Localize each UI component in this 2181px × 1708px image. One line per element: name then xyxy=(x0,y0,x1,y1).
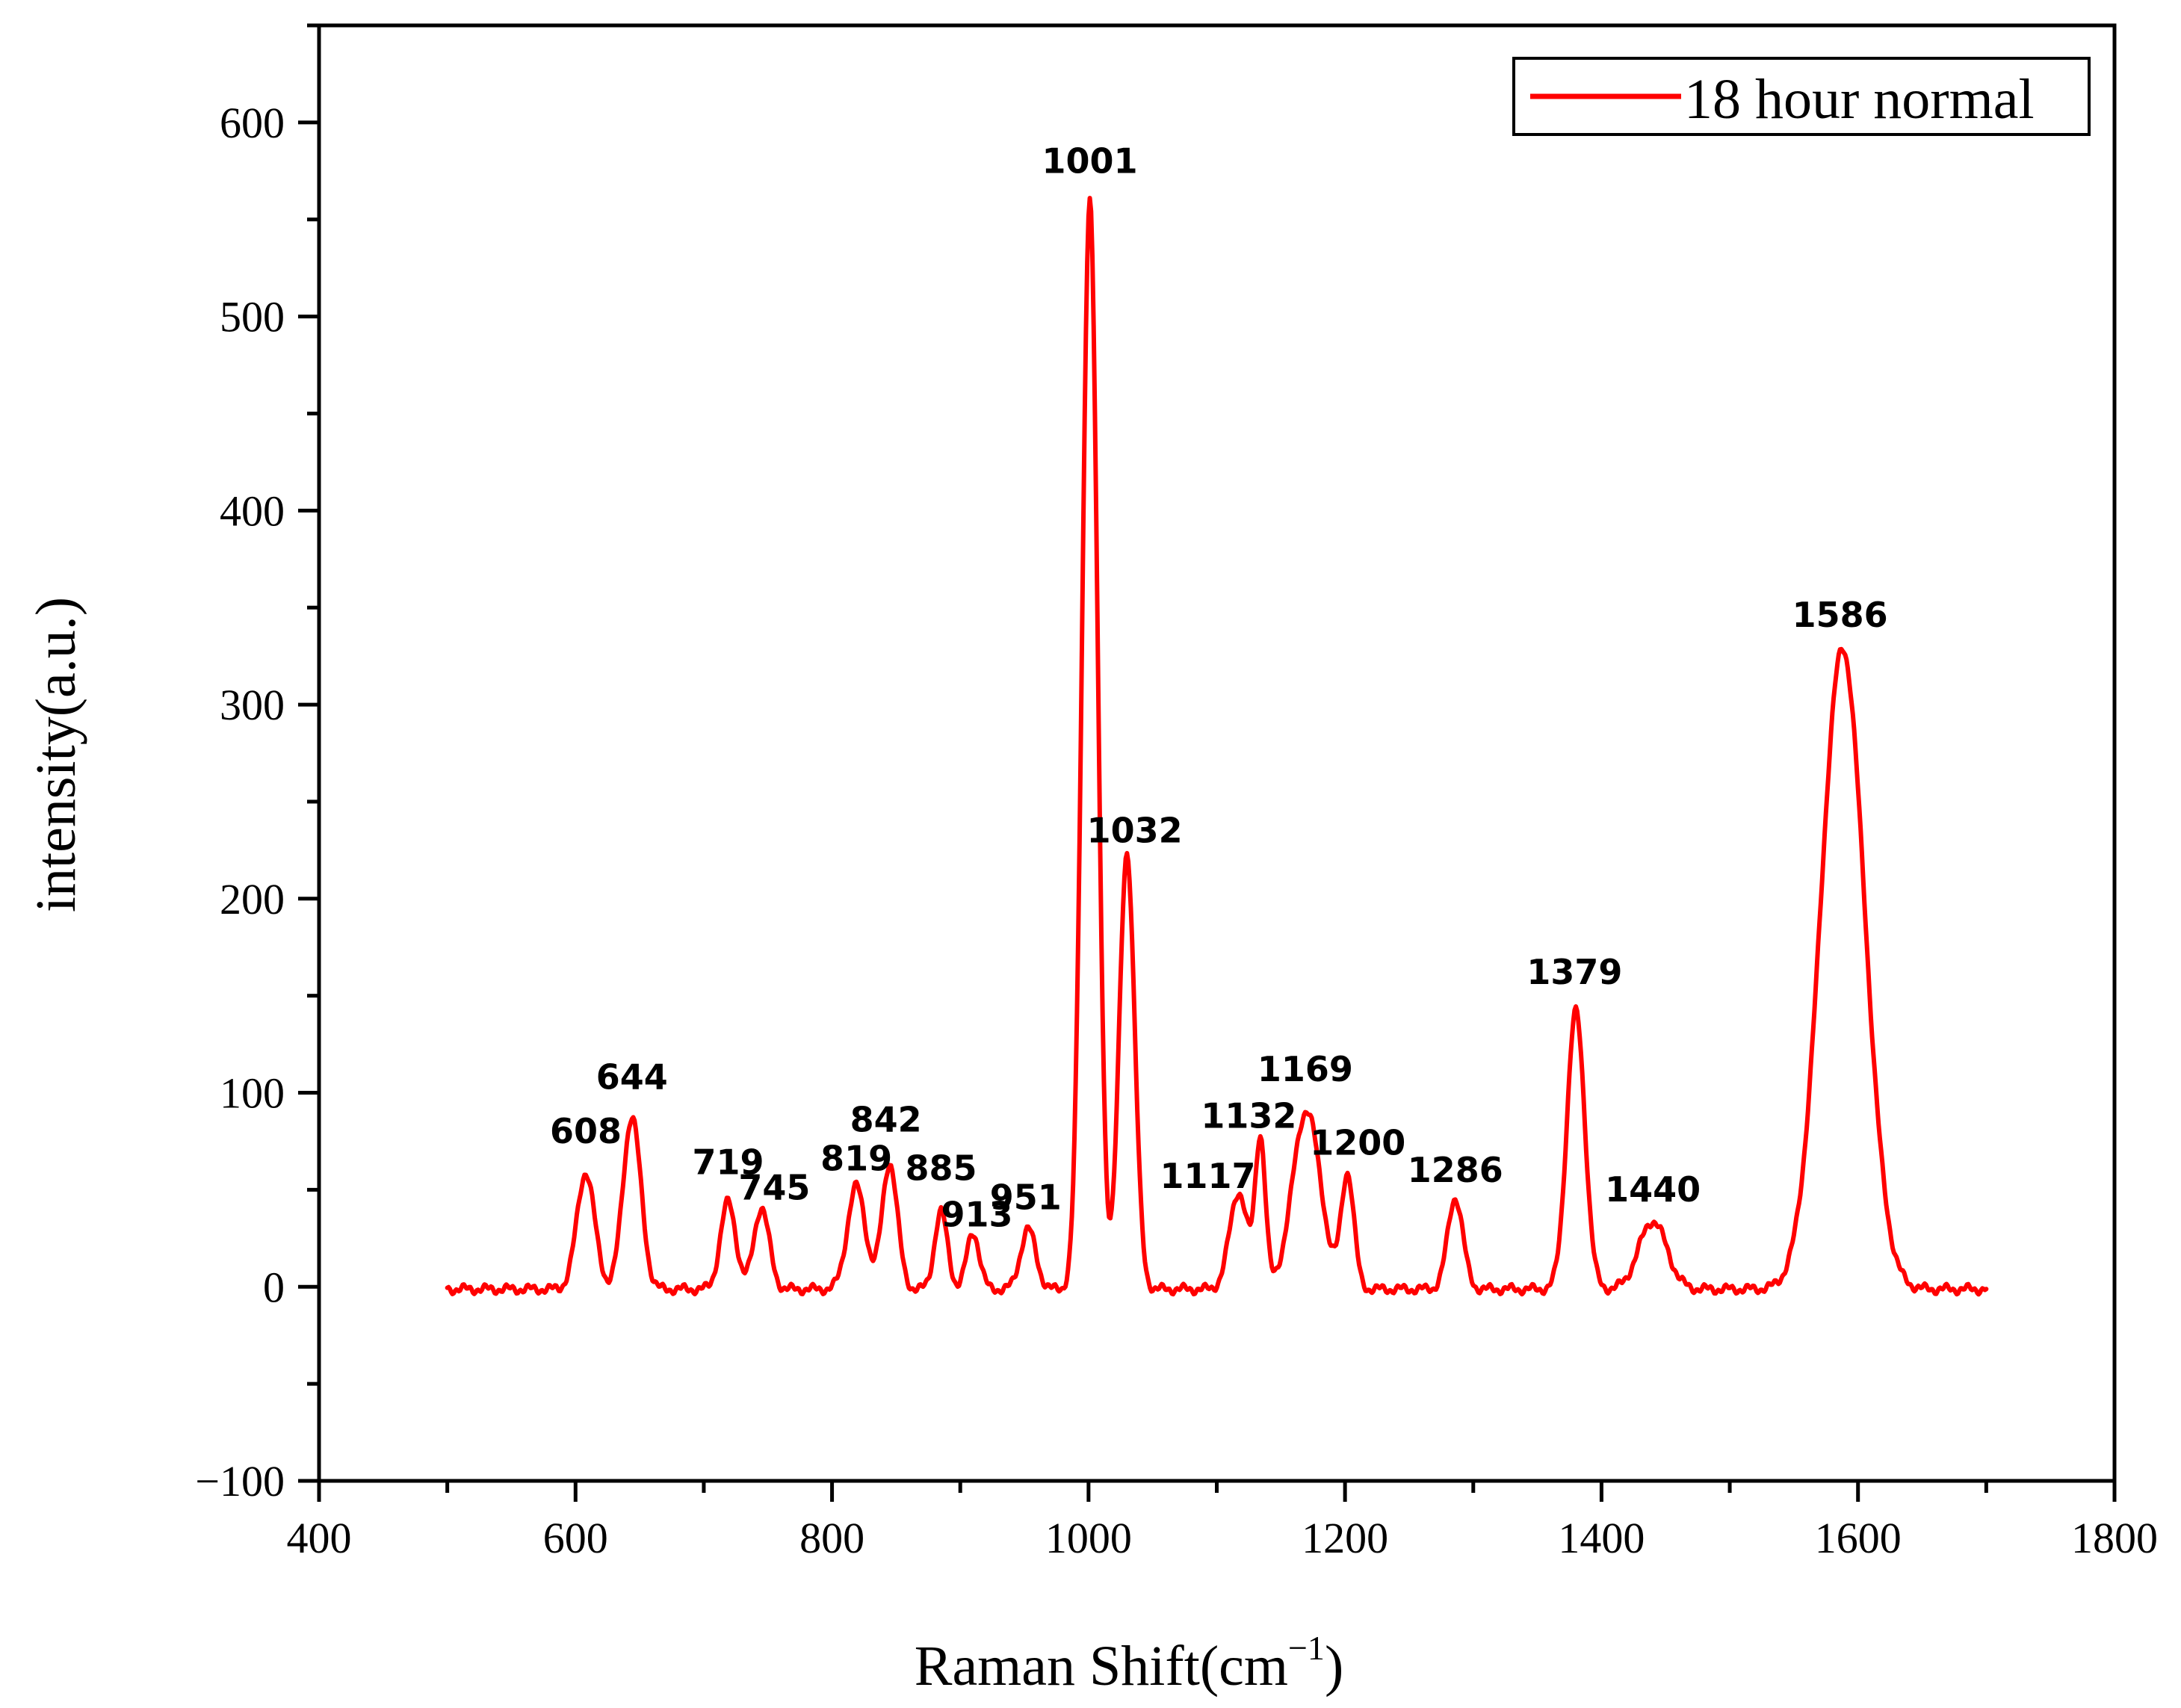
peak-label: 951 xyxy=(990,1177,1062,1217)
plot-frame xyxy=(317,23,2117,1483)
y-tick-label: −100 xyxy=(195,1457,285,1506)
y-tick-label: 100 xyxy=(220,1069,285,1118)
y-tick-label: 200 xyxy=(220,875,285,923)
y-tick-label: 300 xyxy=(220,681,285,729)
peak-label: 1440 xyxy=(1605,1169,1701,1210)
peak-label: 745 xyxy=(738,1167,810,1207)
peak-label: 842 xyxy=(850,1099,922,1139)
axis-ticks: 400 600 800 1000 1200 1400 1600 1800 −100 0 100 200… xyxy=(195,23,2158,1562)
peak-label: 644 xyxy=(596,1056,668,1097)
legend-label: 18 hour normal xyxy=(1684,68,2035,131)
y-tick-label: 0 xyxy=(263,1263,285,1311)
spectrum-line xyxy=(445,196,1989,1297)
x-tick-label: 800 xyxy=(799,1514,864,1562)
peak-label: 885 xyxy=(905,1148,977,1188)
x-tick-label: 600 xyxy=(543,1514,608,1562)
peak-label: 1117 xyxy=(1160,1156,1255,1196)
y-tick-label: 500 xyxy=(220,293,285,341)
y-tick-label: 600 xyxy=(220,99,285,147)
peak-label: 1001 xyxy=(1042,140,1138,181)
peak-label: 1132 xyxy=(1201,1095,1296,1136)
y-axis-title: intensity(a.u.) xyxy=(25,597,87,912)
peak-label: 1586 xyxy=(1792,595,1888,635)
peak-label: 719 xyxy=(693,1142,764,1183)
peak-label: 913 xyxy=(941,1195,1013,1235)
peak-label: 1169 xyxy=(1257,1049,1353,1089)
x-tick-label: 400 xyxy=(287,1514,352,1562)
peak-label: 1032 xyxy=(1087,810,1183,850)
x-tick-label: 1600 xyxy=(1815,1514,1902,1562)
x-tick-label: 1000 xyxy=(1045,1514,1132,1562)
peak-label: 1286 xyxy=(1408,1150,1503,1190)
axes xyxy=(317,23,2117,1483)
peak-label: 1200 xyxy=(1310,1123,1405,1163)
peak-label: 819 xyxy=(820,1138,892,1178)
x-tick-label: 1800 xyxy=(2071,1514,2158,1562)
x-tick-label: 1400 xyxy=(1558,1514,1645,1562)
peak-label: 1379 xyxy=(1526,952,1622,992)
legend: 18 hour normal xyxy=(1512,57,2091,136)
spectrum-layer xyxy=(445,196,1989,1297)
peak-label: 608 xyxy=(550,1111,622,1151)
y-tick-label: 400 xyxy=(220,486,285,535)
x-axis-title: Raman Shift(cm−1) xyxy=(915,1629,1344,1698)
x-tick-label: 1200 xyxy=(1302,1514,1388,1562)
